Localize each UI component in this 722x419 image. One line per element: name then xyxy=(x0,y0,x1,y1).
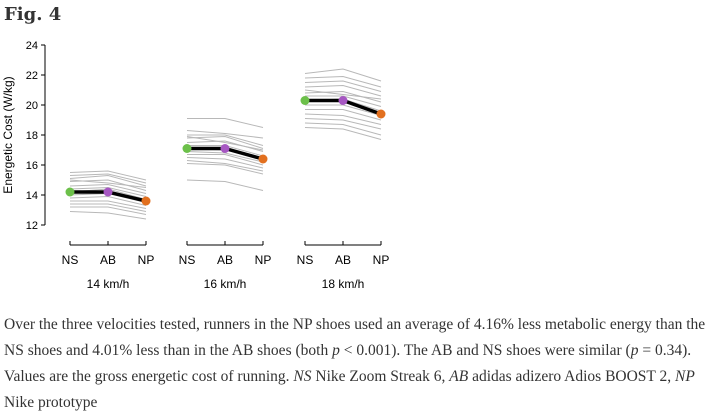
mean-point-ns xyxy=(182,144,192,153)
runner-line xyxy=(69,211,147,220)
runner-line xyxy=(304,118,382,130)
mean-point-ab xyxy=(220,144,230,153)
x-tick-label: NP xyxy=(255,253,272,267)
runner-line xyxy=(186,160,264,172)
group-label: 16 km/h xyxy=(204,277,247,291)
caption-text: = 0.34). Values are the gross energetic … xyxy=(4,342,692,385)
runner-line xyxy=(304,68,382,82)
caption-italic: p xyxy=(332,342,340,359)
runner-line xyxy=(186,130,264,139)
caption-text: Over the three velocities tested, runner… xyxy=(4,316,706,359)
runner-line xyxy=(69,170,147,181)
y-tick-label: 22 xyxy=(26,70,38,82)
mean-point-ab xyxy=(338,96,348,105)
x-tick-label: NS xyxy=(179,253,196,267)
runner-line xyxy=(186,136,264,151)
y-tick-label: 24 xyxy=(26,40,38,52)
mean-point-np xyxy=(141,196,151,206)
runner-line xyxy=(70,206,147,215)
runner-line xyxy=(186,157,264,169)
x-tick-label: NP xyxy=(138,253,155,267)
runner-line xyxy=(304,113,382,125)
figure-label: Fig. 4 xyxy=(4,4,62,25)
group-label: 18 km/h xyxy=(322,277,365,291)
runner-line xyxy=(69,183,147,194)
caption-italic: NS xyxy=(293,368,312,385)
mean-point-np xyxy=(376,109,386,119)
caption-text: Nike prototype xyxy=(4,394,98,411)
runner-line xyxy=(70,200,147,209)
runner-line xyxy=(69,179,147,188)
runner-line xyxy=(186,179,264,191)
x-tick-label: NS xyxy=(62,253,79,267)
runner-line xyxy=(187,118,264,128)
y-tick-label: 20 xyxy=(26,100,38,112)
runner-line xyxy=(186,135,264,149)
y-tick-label: 12 xyxy=(26,220,38,232)
x-tick-label: AB xyxy=(335,253,351,267)
caption-text: < 0.001). The AB and NS shoes were simil… xyxy=(339,342,631,359)
runner-line xyxy=(304,80,382,92)
runner-line xyxy=(304,90,382,103)
caption-italic: NP xyxy=(675,368,695,385)
runner-line xyxy=(186,163,264,175)
y-tick-label: 18 xyxy=(26,130,38,142)
caption-italic: AB xyxy=(449,368,469,385)
caption-text: Nike Zoom Streak 6, xyxy=(311,368,450,385)
runner-line xyxy=(304,122,382,136)
runner-line xyxy=(69,173,147,184)
y-axis-label: Energetic Cost (W/kg) xyxy=(1,76,15,193)
x-tick-label: AB xyxy=(100,253,116,267)
caption-text: adidas adizero Adios BOOST 2, xyxy=(468,368,675,385)
runner-line xyxy=(69,174,147,187)
runner-line xyxy=(305,109,382,121)
mean-point-ab xyxy=(103,187,113,197)
runner-line xyxy=(304,75,382,88)
energetic-cost-chart: 12 14 16 18 20 22 24 Energetic Cost (W/kg) NS AB N… xyxy=(1,40,390,291)
x-tick-label: AB xyxy=(217,253,233,267)
mean-point-ns xyxy=(65,187,75,197)
figure-caption: Over the three velocities tested, runner… xyxy=(4,312,720,416)
x-tick-label: NS xyxy=(297,253,314,267)
mean-point-np xyxy=(258,154,268,164)
runner-line xyxy=(70,203,147,212)
mean-point-ns xyxy=(300,96,310,105)
runner-line xyxy=(304,84,382,97)
y-tick-label: 16 xyxy=(26,160,38,172)
runner-line xyxy=(187,134,264,146)
runner-line xyxy=(304,89,382,100)
runner-line xyxy=(304,127,382,140)
x-tick-label: NP xyxy=(373,253,390,267)
group-label: 14 km/h xyxy=(87,277,130,291)
caption-italic: p xyxy=(630,342,639,359)
y-tick-label: 14 xyxy=(26,190,38,202)
runner-line xyxy=(187,154,264,166)
